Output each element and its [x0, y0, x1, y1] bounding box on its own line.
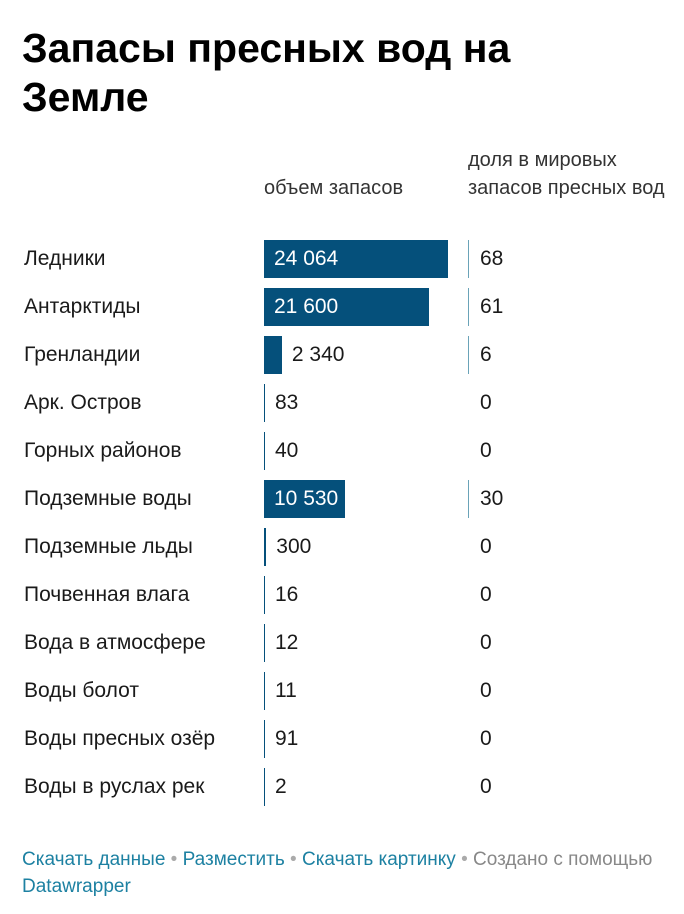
category-label: Воды пресных озёр — [24, 727, 216, 750]
category-label: Подземные воды — [24, 487, 192, 510]
volume-value-label: 16 — [275, 583, 299, 606]
category-label: Почвенная влага — [24, 583, 190, 606]
table-row: Подземные воды 10 530 30 — [0, 480, 684, 518]
table-row: Горных районов 40 0 — [0, 432, 684, 470]
table-row: Воды пресных озёр 91 0 — [0, 720, 684, 758]
category-label: Арк. Остров — [24, 391, 142, 414]
volume-bar — [264, 576, 265, 614]
volume-bar — [264, 624, 265, 662]
volume-value-label: 10 530 — [274, 487, 339, 510]
share-value-label: 0 — [480, 535, 492, 558]
volume-value-label: 11 — [275, 679, 297, 702]
table-row: Ледники 24 064 68 — [0, 240, 684, 278]
footer-separator: • — [290, 849, 297, 870]
chart-footer: Скачать данные • Разместить • Скачать ка… — [22, 846, 672, 900]
table-row: Антарктиды 21 600 61 — [0, 288, 684, 326]
volume-value-label: 2 — [275, 775, 287, 798]
share-value-label: 0 — [480, 439, 492, 462]
volume-bar — [264, 432, 265, 470]
volume-value-label: 300 — [276, 535, 312, 558]
volume-value-label: 83 — [275, 391, 299, 414]
datawrapper-link[interactable]: Datawrapper — [22, 876, 131, 897]
volume-bar — [264, 720, 265, 758]
volume-bar — [264, 672, 265, 710]
share-bar-line — [468, 240, 469, 278]
table-row: Гренландии 2 340 6 — [0, 336, 684, 374]
volume-value-label: 12 — [275, 631, 299, 654]
share-bar-line — [468, 480, 469, 518]
table-row: Подземные льды 300 0 — [0, 528, 684, 566]
share-value-label: 68 — [480, 247, 504, 270]
share-value-label: 30 — [480, 487, 504, 510]
share-value-label: 0 — [480, 727, 492, 750]
volume-bar — [264, 528, 267, 566]
category-label: Вода в атмосфере — [24, 631, 206, 654]
share-value-label: 61 — [480, 295, 504, 318]
category-label: Воды болот — [24, 679, 139, 702]
download-image-link[interactable]: Скачать картинку — [301, 849, 456, 870]
created-with-text: Создано с помощью — [473, 849, 653, 870]
table-row: Арк. Остров 83 0 — [0, 384, 684, 422]
table-row: Воды в руслах рек 2 0 — [0, 768, 684, 806]
volume-bar — [264, 768, 265, 806]
share-value-label: 0 — [480, 391, 492, 414]
category-label: Антарктиды — [24, 295, 141, 318]
category-label: Гренландии — [24, 343, 141, 366]
share-value-label: 0 — [480, 631, 492, 654]
share-value-label: 6 — [480, 343, 492, 366]
volume-value-label: 21 600 — [274, 295, 339, 318]
category-label: Горных районов — [24, 439, 182, 462]
embed-link[interactable]: Разместить — [182, 849, 285, 870]
column-header-share: доля в мировых запасов пресных вод — [468, 149, 665, 199]
table-row: Вода в атмосфере 12 0 — [0, 624, 684, 662]
volume-bar — [264, 480, 345, 518]
share-value-label: 0 — [480, 583, 492, 606]
share-value-label: 0 — [480, 679, 492, 702]
table-row: Воды болот 11 0 — [0, 672, 684, 710]
category-label: Ледники — [24, 247, 106, 270]
share-bar-line — [468, 288, 469, 326]
column-header-volume: объем запасов — [264, 177, 404, 199]
volume-bar — [264, 336, 282, 374]
footer-separator: • — [170, 849, 178, 870]
chart-title: Запасы пресных вод на Земле — [22, 25, 511, 120]
table-row: Почвенная влага 16 0 — [0, 576, 684, 614]
volume-value-label: 40 — [275, 439, 299, 462]
category-label: Воды в руслах рек — [24, 775, 205, 798]
category-label: Подземные льды — [24, 535, 193, 558]
volume-value-label: 2 340 — [291, 343, 345, 366]
volume-bar — [264, 240, 448, 278]
footer-separator: • — [461, 849, 468, 870]
volume-value-label: 91 — [275, 727, 299, 750]
volume-bar — [264, 288, 430, 326]
volume-bar — [264, 384, 265, 422]
volume-value-label: 24 064 — [274, 247, 339, 270]
download-data-link[interactable]: Скачать данные — [22, 849, 166, 870]
share-bar-line — [468, 336, 469, 374]
share-value-label: 0 — [480, 775, 492, 798]
